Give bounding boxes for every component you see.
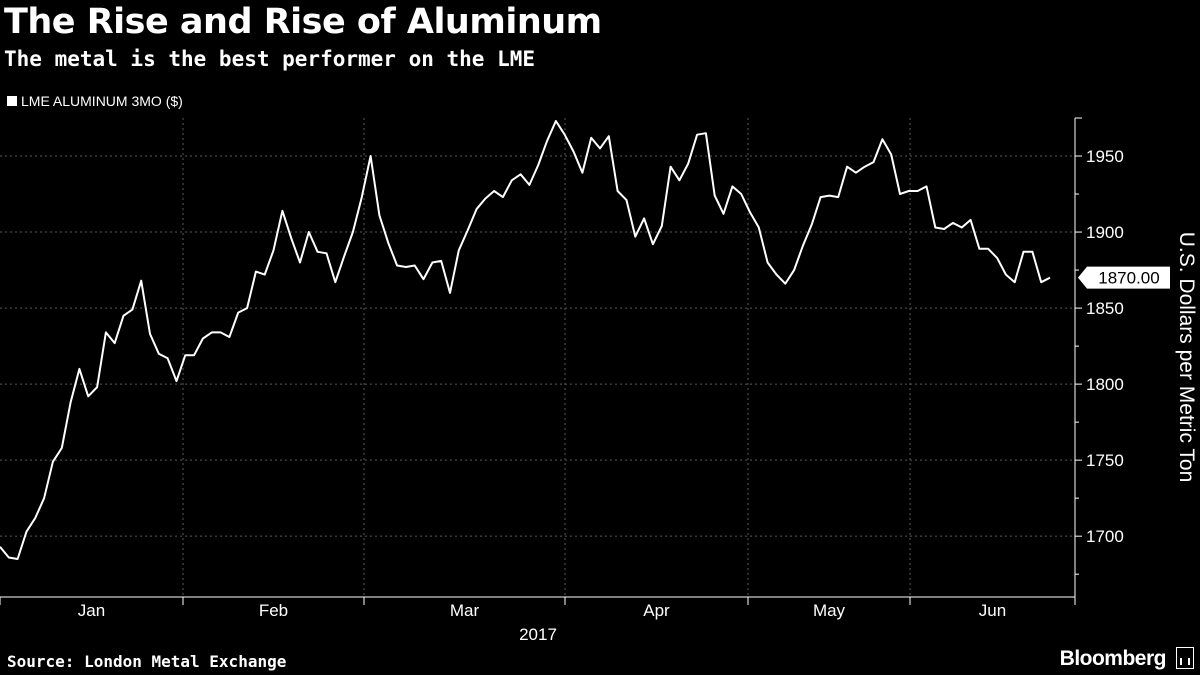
x-tick-label: Jun [979,601,1006,620]
last-value-flag [1078,266,1170,289]
y-tick-label: 1750 [1086,451,1124,470]
x-axis-title: 2017 [519,625,557,644]
chart-subtitle: The metal is the best performer on the L… [4,47,536,71]
y-tick-label: 1700 [1086,527,1124,546]
x-tick-label: Apr [643,601,670,620]
label-layer: 1870.00 [1078,266,1170,289]
source-note: Source: London Metal Exchange [7,652,287,671]
axis-layer: 1700 1750 1800 1850 1900 1950 Jan Feb Mar Apr May J… [0,117,1198,644]
last-value-label: 1870.00 [1098,269,1159,288]
series-layer [0,120,1051,560]
x-tick-label: Feb [259,601,288,620]
y-tick-label: 1950 [1086,147,1124,166]
y-tick-label: 1900 [1086,223,1124,242]
grid-layer [0,118,1075,597]
legend-swatch [7,96,17,106]
legend: LME ALUMINUM 3MO ($) [7,93,183,109]
chart-title: The Rise and Rise of Aluminum [4,2,602,42]
y-axis-title: U.S. Dollars per Metric Ton [1175,232,1198,483]
price-line [0,120,1051,560]
x-tick-label: Jan [78,601,105,620]
y-tick-label: 1800 [1086,375,1124,394]
brand-logo: Bloomberg [1059,647,1167,670]
y-tick-label: 1850 [1086,299,1124,318]
x-tick-label: May [813,601,846,620]
bloomberg-terminal-icon [1176,647,1194,669]
legend-label: LME ALUMINUM 3MO ($) [21,93,183,109]
x-tick-label: Mar [450,601,480,620]
